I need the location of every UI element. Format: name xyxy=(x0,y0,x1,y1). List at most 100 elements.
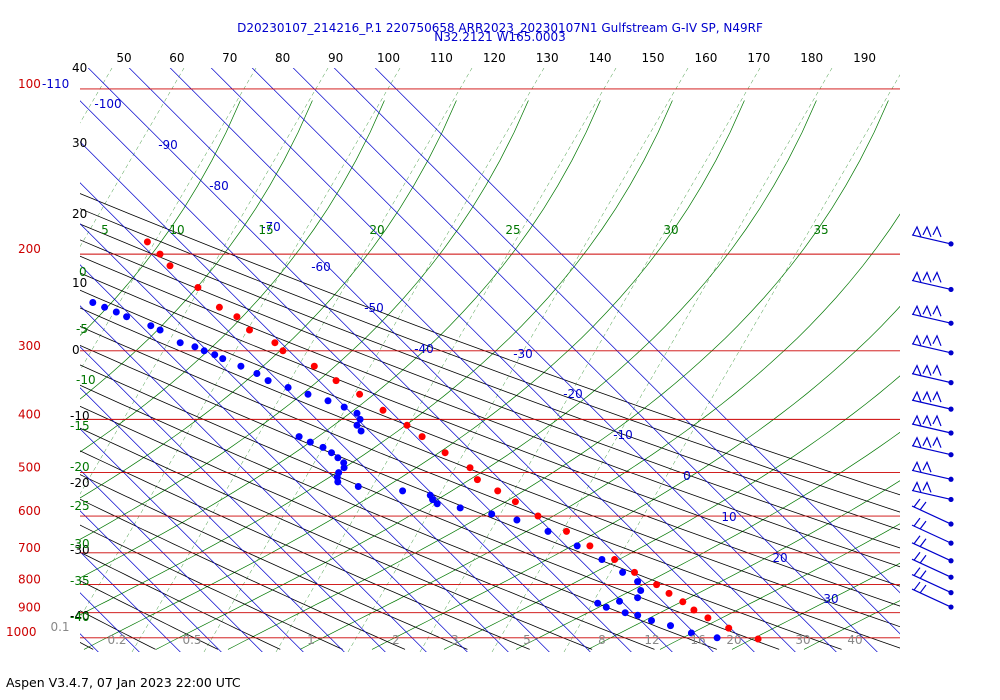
wind-barb-flag xyxy=(922,225,932,238)
dry-adiabat xyxy=(80,427,593,650)
saturated-adiabat xyxy=(80,100,385,453)
top-temperature-label: 70 xyxy=(222,51,237,65)
wind-barb xyxy=(911,551,954,580)
wind-barb-flag xyxy=(912,225,922,238)
temperature-point xyxy=(494,487,502,495)
top-temperature-label: 190 xyxy=(853,51,876,65)
left-green-label: -5 xyxy=(76,322,88,336)
left-scale-label: -40 xyxy=(70,609,90,623)
wind-barb xyxy=(911,414,954,436)
mixing-ratio-bottom-label: 0.2 xyxy=(107,633,126,647)
temperature-point xyxy=(631,568,638,576)
mixing-ratio-top-label: 10 xyxy=(169,223,184,237)
wind-barb-staff xyxy=(911,542,952,562)
mixing-ratio-bottom-label: 0.1 xyxy=(50,620,69,634)
left-scale-label: 10 xyxy=(72,276,87,290)
mixing-ratio-line xyxy=(80,68,401,619)
isotherm-line xyxy=(374,68,900,594)
wind-barb xyxy=(911,480,954,503)
mixing-ratio-bottom-label: 40 xyxy=(847,633,862,647)
left-scale-label: 30 xyxy=(72,136,87,150)
saturated-adiabat xyxy=(731,562,900,650)
dewpoint-point xyxy=(319,443,327,451)
top-temperature-label: 150 xyxy=(642,51,665,65)
temperature-point xyxy=(418,433,426,441)
wind-barb-flag xyxy=(912,270,922,283)
temperature-point xyxy=(511,498,519,506)
wind-barb-line xyxy=(919,584,927,594)
isotherm-label: 30 xyxy=(823,592,838,606)
mixing-ratio-line xyxy=(563,74,900,652)
isotherm-line xyxy=(210,68,796,652)
isotherm-label: 20 xyxy=(772,551,787,565)
saturated-adiabat xyxy=(80,100,313,400)
isotherm-label: -70 xyxy=(261,220,281,234)
isotherm-label: -90 xyxy=(158,138,178,152)
mixing-ratio-line xyxy=(80,68,185,248)
temperature-point xyxy=(441,449,449,457)
wind-barb xyxy=(911,390,954,412)
dry-adiabat xyxy=(80,289,900,607)
pressure-label: 500 xyxy=(18,461,41,475)
temperature-point xyxy=(310,362,318,370)
mixing-ratio-top-label: 20 xyxy=(369,223,384,237)
wind-barb-staff xyxy=(911,373,952,384)
isotherm-line xyxy=(80,264,468,652)
temperature-point xyxy=(473,476,481,484)
dewpoint-point xyxy=(619,568,627,576)
dewpoint-point xyxy=(602,603,610,611)
left-scale-label: -10 xyxy=(70,409,90,423)
dewpoint-point xyxy=(334,454,342,462)
temperature-point xyxy=(156,250,164,258)
temperature-point xyxy=(679,598,687,606)
dewpoint-point xyxy=(667,622,674,630)
wind-barb-flag xyxy=(922,436,932,448)
dewpoint-point xyxy=(191,343,199,351)
wind-barb-flag xyxy=(932,225,942,238)
saturated-adiabat xyxy=(83,100,745,650)
wind-barb xyxy=(911,270,954,293)
isotherm-line xyxy=(80,141,591,652)
wind-barb-line xyxy=(913,567,921,576)
isotherm-line xyxy=(80,223,509,652)
dewpoint-point xyxy=(112,308,120,316)
wind-barb-station xyxy=(948,574,954,580)
left-green-label: -40 xyxy=(70,610,90,624)
wind-barb-column xyxy=(911,225,954,610)
mixing-ratio-line xyxy=(80,68,113,124)
left-scale-label: 20 xyxy=(72,207,87,221)
dewpoint-point xyxy=(573,542,581,550)
dry-adiabat xyxy=(80,474,468,650)
left-scale-label: 40 xyxy=(72,61,87,75)
dewpoint-point xyxy=(200,347,208,355)
saturated-adiabat xyxy=(80,100,457,499)
wind-barb-station xyxy=(948,604,954,610)
isotherm-line xyxy=(80,387,345,652)
dewpoint-point xyxy=(147,322,155,330)
wind-barb-flag xyxy=(932,270,942,283)
sounding-profiles xyxy=(89,238,762,643)
wind-barb xyxy=(911,567,954,596)
temperature-point xyxy=(665,589,673,597)
wind-barb-flag xyxy=(912,390,922,403)
temperature-point xyxy=(611,556,619,563)
temperature-point xyxy=(166,262,174,270)
dewpoint-point xyxy=(304,390,312,398)
dry-adiabat xyxy=(80,498,406,650)
saturated-adiabat xyxy=(80,100,241,336)
top-temperature-label: 90 xyxy=(328,51,343,65)
dry-adiabat xyxy=(80,405,655,650)
dewpoint-point xyxy=(253,370,261,377)
dewpoint-point xyxy=(354,483,362,490)
wind-barb-staff xyxy=(911,399,952,410)
mixing-ratio-bottom-label: 16 xyxy=(690,633,705,647)
dry-adiabat xyxy=(80,364,780,650)
isotherm-label: -60 xyxy=(311,260,331,274)
wind-barb-staff xyxy=(911,343,952,354)
temperature-point xyxy=(586,542,594,550)
mixing-ratio-bottom-label: 1 xyxy=(307,633,315,647)
wind-barb-flag xyxy=(922,270,932,283)
temperature-point xyxy=(356,390,364,398)
mixing-ratio-line xyxy=(80,68,257,371)
wind-barb-flag xyxy=(922,460,932,473)
